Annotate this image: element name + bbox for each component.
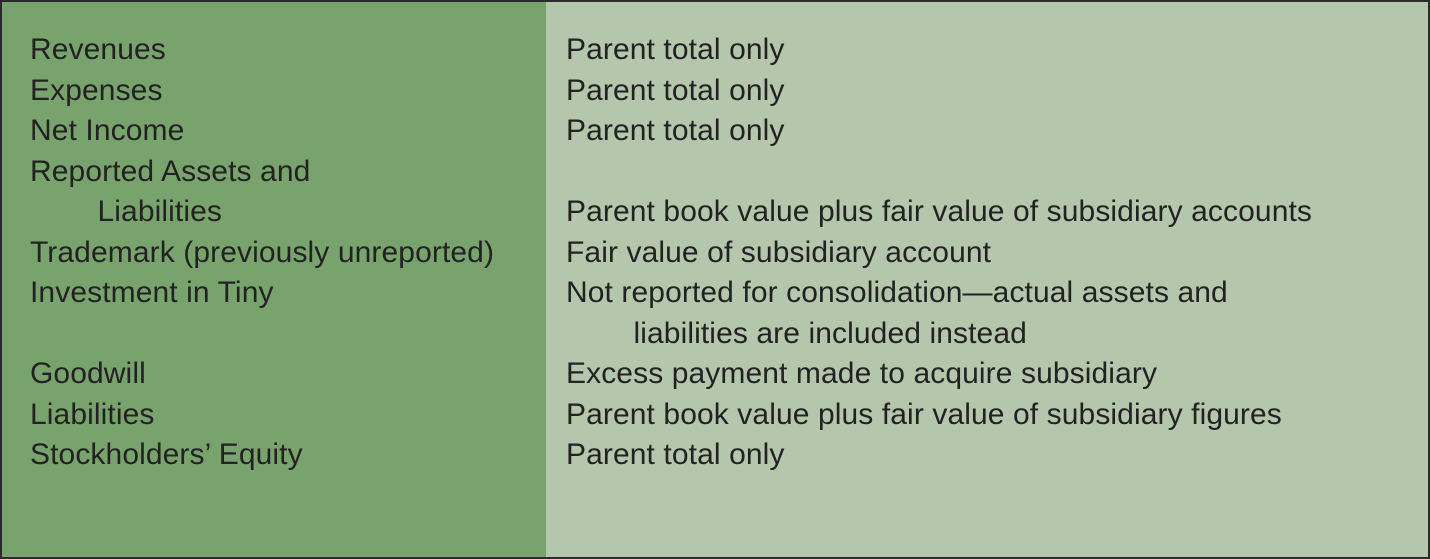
table-row-label: Net Income xyxy=(30,111,526,152)
accounting-table: Revenues Expenses Net Income Reported As… xyxy=(0,0,1430,559)
table-row-label: Stockholders’ Equity xyxy=(30,435,526,476)
table-left-column: Revenues Expenses Net Income Reported As… xyxy=(2,2,546,557)
table-row-value: Parent book value plus fair value of sub… xyxy=(566,192,1408,233)
table-right-column: Parent total only Parent total only Pare… xyxy=(546,2,1428,557)
table-row-label: Revenues xyxy=(30,30,526,71)
table-row-spacer xyxy=(566,152,1408,193)
table-row-label: Goodwill xyxy=(30,354,526,395)
table-row-label: Reported Assets and xyxy=(30,152,526,193)
table-row-value: Parent total only xyxy=(566,71,1408,112)
table-row-label: Expenses xyxy=(30,71,526,112)
table-row-value: Not reported for consolidation—actual as… xyxy=(566,273,1408,314)
table-row-value: liabilities are included instead xyxy=(566,314,1408,355)
table-row-label: Liabilities xyxy=(30,192,526,233)
table-row-value: Parent total only xyxy=(566,435,1408,476)
table-row-label: Investment in Tiny xyxy=(30,273,526,314)
table-row-value: Fair value of subsidiary account xyxy=(566,233,1408,274)
table-row-value: Parent book value plus fair value of sub… xyxy=(566,395,1408,436)
table-row-value: Excess payment made to acquire subsidiar… xyxy=(566,354,1408,395)
table-row-spacer xyxy=(30,314,526,355)
table-row-label: Trademark (previously unreported) xyxy=(30,233,526,274)
table-row-value: Parent total only xyxy=(566,30,1408,71)
table-row-label: Liabilities xyxy=(30,395,526,436)
table-row-value: Parent total only xyxy=(566,111,1408,152)
